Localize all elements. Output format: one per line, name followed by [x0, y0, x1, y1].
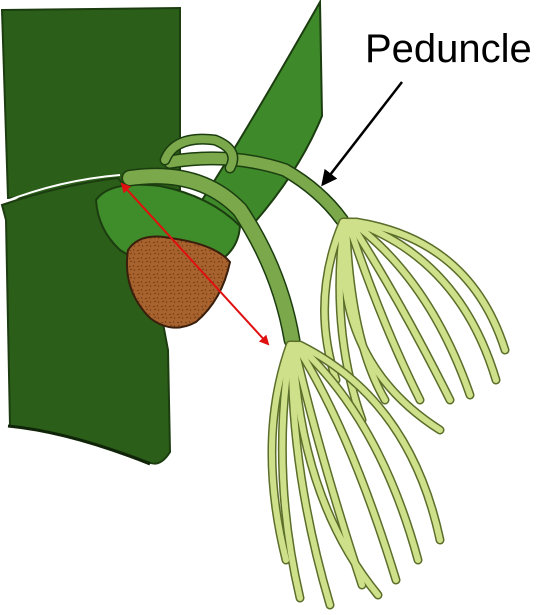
- stem-base-shadow: [7, 424, 151, 466]
- peduncle-label: Peduncle: [365, 27, 532, 71]
- flower-cluster-back: [320, 217, 510, 435]
- flower-cluster-front: [267, 340, 445, 610]
- peduncle-pointer-arrow: [321, 81, 403, 187]
- stem-node-highlight: [3, 174, 121, 203]
- measurement-arrow: [120, 182, 270, 346]
